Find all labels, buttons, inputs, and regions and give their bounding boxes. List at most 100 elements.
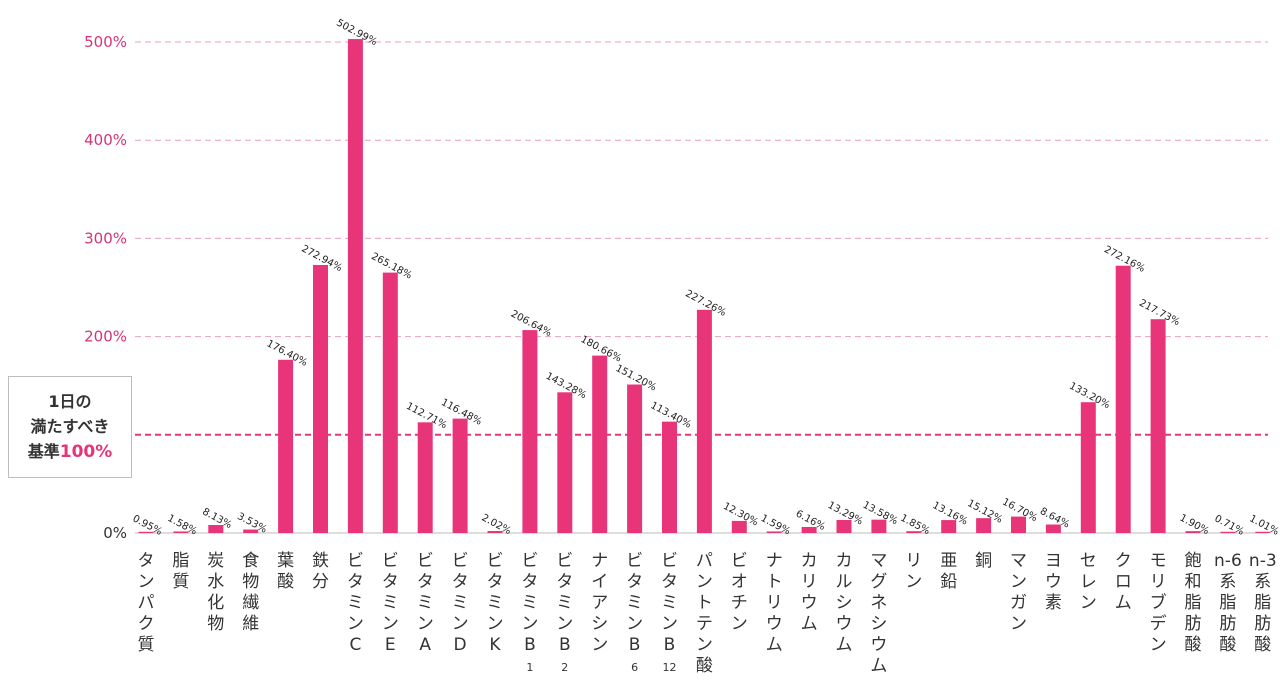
category-label-char: 物 xyxy=(242,572,259,592)
category-label-char: ミ xyxy=(521,593,538,613)
category-label-char: カ xyxy=(836,551,853,571)
y-tick-label: 400% xyxy=(84,131,127,149)
category-label-char: ン xyxy=(382,614,399,634)
category-label-char: 酸 xyxy=(1219,635,1236,655)
category-label-char: ク xyxy=(138,614,155,634)
category-label-char: 葉 xyxy=(277,551,294,571)
category-label-char: ロ xyxy=(1115,572,1132,592)
value-label: 1.58% xyxy=(165,513,198,538)
category-label-char: 脂 xyxy=(172,551,189,571)
category-label-char: ン xyxy=(347,614,364,634)
category-label-char: リ xyxy=(801,572,818,592)
reference-line-1: 1日の xyxy=(48,392,92,411)
reference-line-3: 基準100% xyxy=(28,439,113,465)
category-label: 脂質 xyxy=(172,551,189,592)
category-label-char: ン xyxy=(696,572,713,592)
category-label-char: 肪 xyxy=(1254,614,1271,634)
bar xyxy=(696,309,712,533)
category-label-char: タ xyxy=(556,572,573,592)
bar xyxy=(417,422,433,533)
category-label-char: ビ xyxy=(347,551,364,571)
category-label-char: ン xyxy=(731,614,748,634)
category-label-char: ン xyxy=(1010,572,1027,592)
category-label-char: 肪 xyxy=(1185,614,1202,634)
category-label-char: ミ xyxy=(556,593,573,613)
bar xyxy=(941,520,957,533)
category-label-char: 質 xyxy=(138,635,155,655)
bar xyxy=(452,418,468,533)
category-label-char: シ xyxy=(591,614,608,634)
category-label-char: ナ xyxy=(766,551,783,571)
value-label: 0.71% xyxy=(1212,513,1245,538)
category-label-char: マ xyxy=(870,551,887,571)
bar xyxy=(662,421,677,533)
category-label-char: ウ xyxy=(801,593,818,613)
category-label-char: ビ xyxy=(382,551,399,571)
category-label-char: 物 xyxy=(207,614,224,634)
bar xyxy=(173,531,189,533)
category-label-char: ン xyxy=(626,614,643,634)
category-label-char: テ xyxy=(696,614,713,634)
category-label-char: ン xyxy=(696,635,713,655)
value-label: 1.90% xyxy=(1178,513,1211,538)
category-label-char: n-6 xyxy=(1214,551,1242,571)
bar xyxy=(278,359,294,533)
category-label-char: 1 xyxy=(526,661,533,674)
category-label-char: 6 xyxy=(631,661,638,674)
category-label-char: ビ xyxy=(556,551,573,571)
category-label-char: A xyxy=(419,635,431,655)
category-label-char: ム xyxy=(766,635,783,655)
category-label-char: デ xyxy=(1150,613,1167,634)
category-label-char: パ xyxy=(696,551,713,571)
category-label-char: 酸 xyxy=(277,572,294,592)
y-axis: 0% 200% 300% 400% 500% xyxy=(84,33,127,542)
category-label-char: タ xyxy=(521,572,538,592)
category-label-char: 維 xyxy=(242,614,259,634)
category-label-char: ビ xyxy=(417,551,434,571)
category-label-char: ン xyxy=(1010,614,1027,634)
category-label-char: ク xyxy=(1115,551,1132,571)
category-label: 銅 xyxy=(975,551,992,571)
category-label-char: シ xyxy=(836,593,853,613)
category-label-char: B xyxy=(559,635,571,655)
category-label-char: ミ xyxy=(417,593,434,613)
category-label-char: ネ xyxy=(870,593,887,613)
bar xyxy=(1045,524,1061,533)
bar xyxy=(487,531,503,533)
category-label-char: タ xyxy=(417,572,434,592)
category-label-char: 系 xyxy=(1219,572,1236,592)
category-label-char: 鉄 xyxy=(312,551,329,571)
category-label-char: 鉛 xyxy=(940,572,957,592)
category-label-char: ン xyxy=(417,614,434,634)
category-label-char: 飽 xyxy=(1185,551,1202,571)
category-label-char: ビ xyxy=(452,551,469,571)
category-label-char: ビ xyxy=(626,551,643,571)
category-label-char: ブ xyxy=(1150,592,1167,613)
y-tick-label: 500% xyxy=(84,33,127,51)
category-label-char: ン xyxy=(487,614,504,634)
category-label-char: リ xyxy=(1150,572,1167,592)
y-tick-label: 0% xyxy=(103,524,127,542)
bar xyxy=(1255,531,1271,533)
category-label-char: n-3 xyxy=(1249,551,1277,571)
category-label-char: 脂 xyxy=(1185,593,1202,613)
bar xyxy=(836,519,852,533)
bar xyxy=(1220,531,1236,533)
category-label-char: 和 xyxy=(1185,572,1202,592)
reference-pct: 100% xyxy=(59,442,113,462)
category-label-char: ビ xyxy=(731,551,748,571)
bar xyxy=(801,526,817,533)
category-label-char: タ xyxy=(452,572,469,592)
category-label-char: タ xyxy=(626,572,643,592)
bar xyxy=(976,518,992,533)
bar xyxy=(522,330,538,533)
